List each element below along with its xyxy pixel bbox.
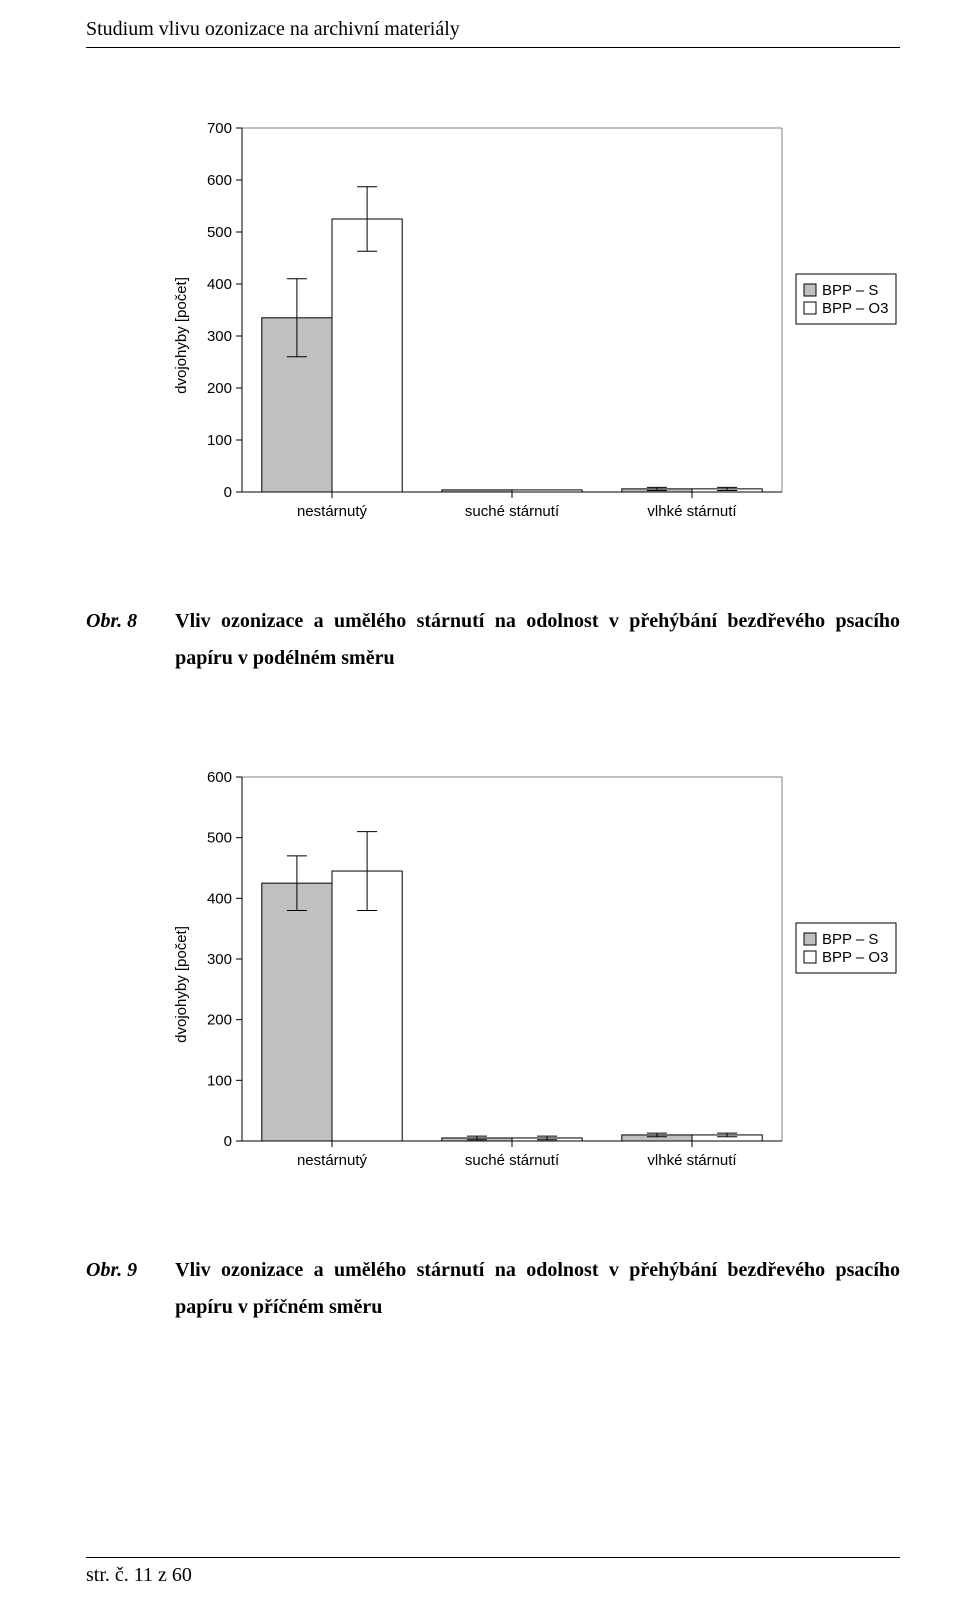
svg-text:200: 200: [207, 1012, 232, 1029]
caption-8-label: Obr. 8: [86, 603, 137, 640]
svg-text:200: 200: [207, 380, 232, 397]
svg-text:nestárnutý: nestárnutý: [297, 503, 368, 520]
svg-text:BPP – S: BPP – S: [822, 931, 878, 948]
svg-text:dvojohyby [počet]: dvojohyby [počet]: [173, 277, 190, 394]
svg-text:600: 600: [207, 172, 232, 189]
svg-text:suché stárnutí: suché stárnutí: [465, 1152, 560, 1169]
svg-text:400: 400: [207, 890, 232, 907]
svg-text:nestárnutý: nestárnutý: [297, 1152, 368, 1169]
svg-text:suché stárnutí: suché stárnutí: [465, 503, 560, 520]
caption-9: Obr. 9 Vliv ozonizace a umělého stárnutí…: [86, 1252, 900, 1326]
svg-text:BPP – O3: BPP – O3: [822, 949, 888, 966]
caption-9-label: Obr. 9: [86, 1252, 137, 1289]
caption-8: Obr. 8 Vliv ozonizace a umělého stárnutí…: [86, 603, 900, 677]
svg-text:300: 300: [207, 951, 232, 968]
svg-text:700: 700: [207, 120, 232, 137]
svg-text:100: 100: [207, 1072, 232, 1089]
svg-text:vlhké stárnutí: vlhké stárnutí: [647, 1152, 737, 1169]
svg-text:600: 600: [207, 769, 232, 786]
svg-text:dvojohyby [počet]: dvojohyby [počet]: [173, 926, 190, 1043]
svg-text:300: 300: [207, 328, 232, 345]
svg-text:400: 400: [207, 276, 232, 293]
caption-8-text: Vliv ozonizace a umělého stárnutí na odo…: [175, 603, 900, 677]
footer-rule: [86, 1557, 900, 1558]
svg-text:BPP – S: BPP – S: [822, 282, 878, 299]
svg-text:BPP – O3: BPP – O3: [822, 300, 888, 317]
svg-text:0: 0: [224, 1133, 232, 1150]
caption-9-text: Vliv ozonizace a umělého stárnutí na odo…: [175, 1252, 900, 1326]
svg-text:500: 500: [207, 830, 232, 847]
svg-text:500: 500: [207, 224, 232, 241]
running-header: Studium vlivu ozonizace na archivní mate…: [86, 18, 900, 41]
chart-8: 0 100 200 300 400 500 600 700 dvojohyby [počet] n…: [156, 118, 900, 561]
header-rule: [86, 47, 900, 48]
svg-text:100: 100: [207, 432, 232, 449]
page-number: str. č. 11 z 60: [86, 1564, 900, 1587]
svg-text:vlhké stárnutí: vlhké stárnutí: [647, 503, 737, 520]
chart-9: 0 100 200 300 400 500 600 dvojohyby [počet] nest…: [156, 767, 900, 1210]
svg-text:0: 0: [224, 484, 232, 501]
page-footer: str. č. 11 z 60: [86, 1557, 900, 1587]
